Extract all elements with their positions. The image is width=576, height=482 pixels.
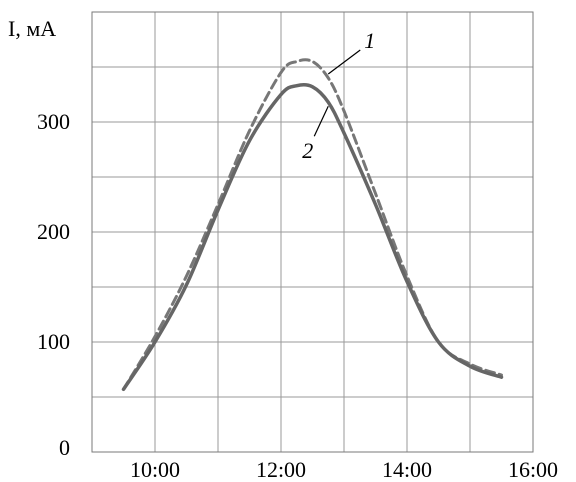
series-1-leader-line	[327, 49, 361, 75]
y-tick-label: 0	[59, 435, 70, 460]
grid	[92, 12, 533, 452]
series-2-line	[121, 83, 504, 392]
series-layer	[121, 58, 504, 392]
x-tick-label: 12:00	[256, 457, 306, 482]
x-tick-label: 16:00	[508, 457, 558, 482]
series-1-label: 1	[364, 28, 375, 53]
y-axis-ticks: 0 100 200 300	[37, 109, 70, 460]
x-tick-label: 10:00	[130, 457, 180, 482]
y-tick-label: 300	[37, 109, 70, 134]
y-tick-label: 200	[37, 219, 70, 244]
y-axis-label: I, мА	[8, 16, 56, 41]
series-1-line	[122, 58, 503, 391]
plot-frame	[91, 11, 534, 453]
y-tick-label: 100	[37, 329, 70, 354]
series-2-leader-line	[313, 105, 329, 137]
series-2-label: 2	[302, 138, 313, 163]
x-tick-label: 14:00	[382, 457, 432, 482]
x-axis-ticks: 10:00 12:00 14:00 16:00	[130, 457, 558, 482]
